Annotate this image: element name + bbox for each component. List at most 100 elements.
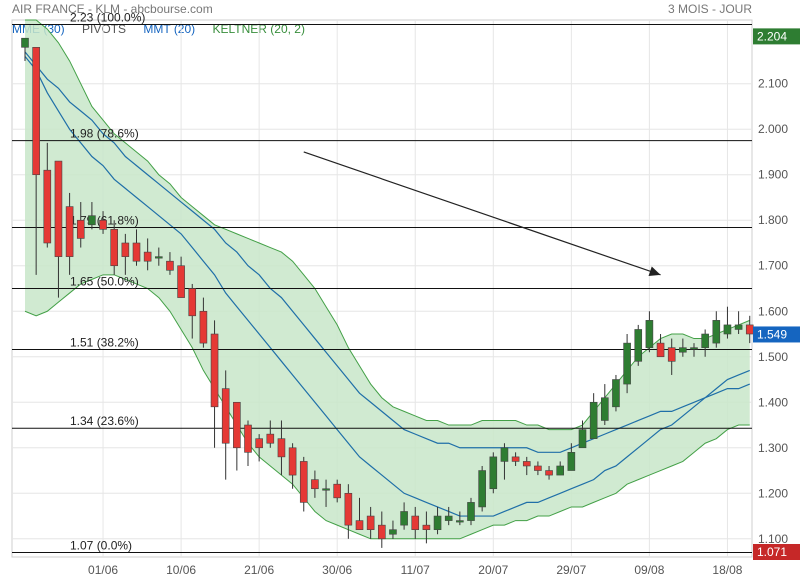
candle-body — [656, 342, 665, 358]
price-badge — [753, 326, 800, 343]
candle-body — [233, 401, 241, 449]
candle — [600, 384, 609, 426]
candle-body — [255, 438, 263, 449]
x-tick-label: 01/06 — [88, 563, 118, 577]
candle — [400, 502, 408, 530]
candle-body — [110, 229, 118, 267]
candle-body — [88, 215, 96, 226]
candle-body — [199, 310, 208, 344]
candle — [679, 338, 687, 357]
candle — [199, 297, 208, 348]
candle — [612, 374, 620, 412]
y-tick-label: 1.700 — [758, 259, 788, 273]
candle — [355, 497, 364, 530]
chart-period: 3 MOIS - JOUR — [667, 2, 752, 16]
candle — [634, 324, 643, 366]
candle-body — [121, 242, 130, 257]
candle — [188, 283, 197, 339]
candle — [478, 465, 486, 512]
candle-body — [600, 397, 609, 421]
y-tick-label: 1.500 — [758, 350, 788, 364]
candle — [534, 461, 542, 476]
y-tick-label: 1.400 — [758, 395, 788, 409]
legend-item-pivots[interactable]: PIVOTS — [82, 22, 127, 36]
candle — [155, 247, 163, 266]
candle — [389, 520, 397, 539]
price-badge-label: 1.071 — [757, 545, 787, 559]
candle — [221, 370, 230, 480]
candle — [88, 202, 96, 230]
candle-body — [377, 524, 386, 540]
candle-body — [578, 429, 587, 449]
candle-body — [645, 320, 654, 348]
candle-body — [679, 347, 687, 353]
candle — [288, 443, 297, 489]
candle-body — [76, 219, 85, 239]
candle — [32, 47, 40, 275]
candle — [333, 479, 342, 503]
candle — [511, 452, 520, 466]
candle — [166, 252, 174, 275]
candle — [344, 484, 353, 539]
candle — [233, 401, 241, 471]
candle — [255, 434, 263, 462]
candle — [311, 470, 319, 498]
candle — [132, 229, 141, 266]
candle-body — [132, 242, 141, 262]
candle-body — [389, 529, 397, 535]
candle-body — [745, 324, 754, 335]
candle-body — [188, 288, 197, 317]
candle — [690, 343, 698, 357]
candle — [43, 142, 52, 248]
candle — [177, 256, 185, 298]
x-tick-label: 10/06 — [166, 563, 196, 577]
y-tick-label: 1.800 — [758, 213, 788, 227]
candle-body — [333, 483, 342, 499]
candle-body — [589, 401, 598, 439]
candle — [500, 443, 509, 480]
candle-body — [166, 260, 174, 271]
candle-body — [99, 219, 107, 230]
candle — [701, 329, 709, 357]
candle — [76, 202, 85, 248]
candle-body — [422, 524, 431, 530]
candle — [522, 456, 531, 476]
candle — [712, 311, 721, 348]
candle-body — [143, 251, 152, 262]
candle-body — [500, 447, 509, 462]
chart-title: AIR FRANCE - KLM - abcbourse.com — [12, 2, 213, 16]
candle-body — [522, 461, 531, 467]
legend-item-mmt20[interactable]: MMT (20) — [143, 22, 196, 36]
x-tick-label: 09/08 — [634, 563, 664, 577]
candle — [422, 511, 431, 544]
candle — [467, 497, 475, 526]
price-badge-label: 1.549 — [757, 327, 787, 341]
candle-body — [32, 47, 40, 176]
candle-body — [467, 502, 475, 521]
candle-body — [155, 256, 163, 259]
price-badge-label: 2.204 — [757, 29, 787, 43]
candle — [411, 506, 420, 539]
candle — [366, 506, 375, 539]
candle — [121, 233, 130, 275]
candle — [623, 334, 631, 394]
price-badge — [753, 543, 800, 560]
candle-body — [734, 324, 743, 330]
candle — [667, 338, 676, 375]
candle-body — [266, 433, 275, 444]
fibonacci-label: 1.07 (0.0%) — [70, 538, 132, 552]
candle — [456, 511, 464, 526]
y-tick-label: 2.100 — [758, 77, 788, 91]
y-tick-label: 1.600 — [758, 304, 788, 318]
candle — [723, 306, 732, 339]
x-tick-label: 11/07 — [401, 563, 430, 577]
fibonacci-label: 1.98 (78.6%) — [70, 127, 139, 141]
candle-body — [511, 456, 520, 462]
x-tick-label: 20/07 — [478, 563, 508, 577]
keltner-band — [25, 20, 750, 539]
candle-body — [634, 329, 643, 362]
candle — [299, 456, 308, 512]
candle-body — [556, 465, 565, 476]
candle-body — [299, 461, 308, 503]
